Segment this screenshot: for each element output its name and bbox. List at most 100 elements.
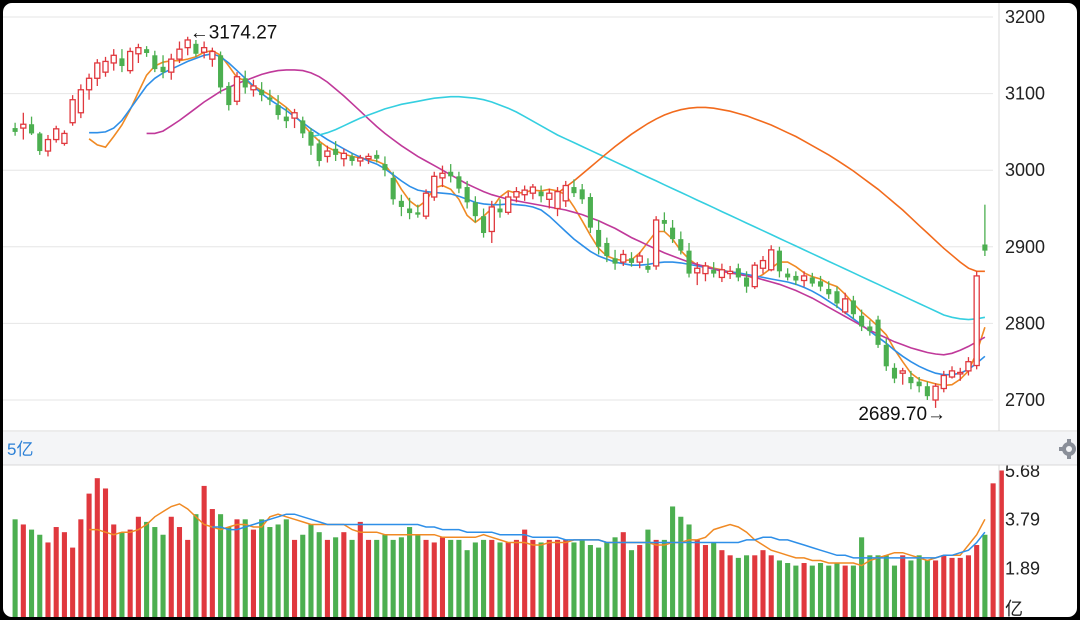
candle-body (513, 190, 520, 198)
moving-average-lines (88, 49, 986, 387)
candlestick (472, 196, 478, 223)
candlestick (94, 59, 101, 86)
volume-bar (587, 545, 593, 617)
candlestick (28, 116, 35, 135)
volume-header-bar (3, 432, 1077, 465)
candle-body (374, 154, 380, 159)
candle-body (144, 49, 150, 54)
candle-body (620, 253, 627, 263)
volume-bar (464, 550, 470, 617)
volume-bar (670, 506, 676, 617)
volume-bar (423, 539, 429, 617)
candlestick (718, 263, 726, 283)
candlestick (497, 199, 503, 218)
volume-bar (694, 539, 700, 617)
candle-body (176, 48, 183, 60)
candlestick (53, 125, 60, 143)
candlestick (242, 70, 248, 94)
candlestick (374, 150, 380, 163)
candlestick (982, 204, 988, 256)
volume-tick-label: 5.68 (1005, 461, 1040, 481)
candlestick (694, 262, 701, 286)
candlestick (785, 268, 791, 281)
gear-icon[interactable] (1059, 439, 1076, 459)
candle-body (200, 46, 208, 53)
candle-body (759, 259, 767, 269)
volume-bar (924, 560, 930, 617)
volume-bar (218, 514, 224, 617)
volume-bar (61, 532, 67, 617)
volume-bar (850, 565, 856, 617)
ma-line-ma30 (310, 95, 986, 321)
volume-bar (661, 539, 667, 617)
candlestick (735, 263, 741, 282)
candle-body (233, 76, 241, 102)
candlestick (456, 171, 462, 194)
candlestick (316, 139, 322, 167)
volume-bar (719, 550, 725, 617)
volume-bar (990, 483, 996, 617)
candle-body (77, 89, 85, 114)
candlestick (505, 191, 512, 215)
candlestick (283, 107, 289, 129)
volume-bar (70, 547, 76, 617)
candlestick (407, 197, 413, 220)
candle-body (793, 275, 799, 281)
candlestick (267, 89, 273, 106)
candlestick (488, 200, 495, 243)
volume-bar (859, 537, 865, 617)
candle-body (867, 326, 873, 332)
candlestick (12, 122, 18, 136)
volume-bar (242, 519, 248, 617)
volume-ma-line-ma10 (212, 513, 986, 559)
candle-body (817, 281, 824, 287)
candlestick (636, 252, 643, 269)
volume-bar (513, 539, 519, 617)
candlestick (776, 246, 782, 278)
candlestick (973, 271, 980, 370)
candlestick (300, 116, 306, 139)
volume-bar (842, 565, 848, 617)
volume-bar (522, 529, 528, 617)
volume-bar (612, 537, 618, 617)
candle-body (53, 128, 60, 141)
candle-body (481, 216, 487, 234)
volume-bar (686, 524, 692, 617)
candle-body (102, 60, 109, 73)
candlestick (439, 165, 446, 188)
candlestick (940, 370, 947, 393)
volume-bar (300, 534, 306, 617)
volume-bar (267, 527, 273, 617)
candlestick (924, 381, 930, 400)
candlestick (218, 51, 224, 94)
volume-bar (768, 555, 774, 617)
candle-body (259, 89, 265, 96)
candle-body (521, 189, 528, 196)
volume-bar (563, 539, 569, 617)
candle-body (464, 187, 470, 203)
candle-body (678, 239, 684, 251)
candle-body (184, 39, 191, 49)
price-tick-label: 2800 (1005, 313, 1045, 333)
volume-bar (201, 485, 207, 617)
candlestick (965, 357, 972, 376)
volume-bar (941, 555, 947, 617)
candle-body (152, 55, 158, 70)
volume-bar (489, 539, 495, 617)
candlestick (652, 216, 660, 270)
candlestick (809, 272, 815, 287)
candle-body (859, 315, 865, 327)
candle-body (628, 258, 635, 263)
candlestick (69, 95, 76, 126)
candle-body (382, 164, 388, 171)
candle-body (12, 128, 18, 132)
candle-body (834, 291, 840, 304)
candle-body (308, 131, 314, 146)
candlestick (152, 50, 158, 73)
candle-body (61, 132, 68, 145)
volume-bar (160, 534, 166, 617)
volume-bar (481, 539, 487, 617)
candle-body (160, 66, 166, 73)
volume-bar (916, 555, 922, 617)
candlestick (422, 189, 430, 220)
